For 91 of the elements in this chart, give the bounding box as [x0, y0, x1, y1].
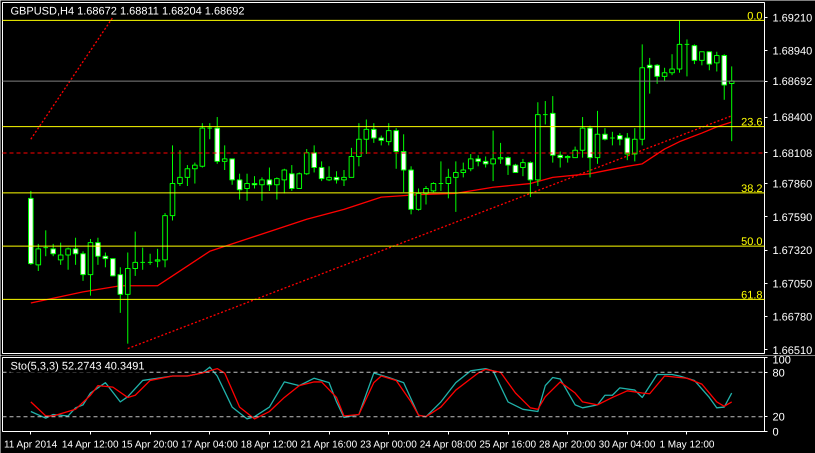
y-tick-label: 1.68940	[772, 46, 812, 58]
candlestick	[393, 128, 399, 170]
x-tick-label: 25 Apr 16:00	[479, 440, 537, 450]
candlestick	[669, 54, 675, 76]
annotation: 23.6	[741, 116, 763, 129]
x-tick-label: 28 Apr 20:00	[539, 440, 596, 450]
candlestick	[65, 247, 71, 270]
candlestick	[58, 242, 64, 266]
x-tick-label: 11 Apr 2014	[4, 440, 58, 450]
x-tick-label: 15 Apr 20:00	[121, 440, 179, 450]
candlestick	[102, 252, 108, 268]
candlestick	[348, 147, 354, 178]
x-tick-label: 14 Apr 12:00	[62, 440, 119, 450]
candlestick	[206, 122, 213, 140]
candlestick	[624, 132, 630, 161]
candlestick	[378, 135, 384, 146]
y-tick-label: 1.68692	[772, 76, 812, 88]
candlestick	[229, 158, 235, 186]
chart-title: GBPUSD,H4 1.68672 1.68811 1.68204 1.68692	[10, 6, 245, 18]
candlestick	[140, 247, 146, 270]
candlestick	[364, 119, 370, 154]
candlestick	[632, 128, 638, 162]
candlestick	[453, 160, 459, 212]
annotation: 38.2	[741, 182, 763, 195]
y-tick-label: 1.68108	[772, 148, 812, 160]
candlestick	[132, 231, 138, 276]
candlestick	[714, 51, 720, 72]
candlestick	[572, 146, 578, 158]
candlestick	[460, 162, 466, 178]
candlestick	[42, 230, 49, 257]
y-tick-label: 80	[772, 367, 785, 380]
candlestick	[610, 131, 616, 146]
candlestick	[154, 248, 160, 268]
candlestick	[110, 258, 116, 276]
annotation: 0.0	[747, 10, 763, 22]
candlestick	[386, 122, 392, 146]
candlestick	[311, 144, 317, 173]
candlestick	[356, 122, 362, 167]
y-tick-label: 1.67860	[772, 178, 812, 191]
candlestick	[370, 122, 377, 144]
y-tick-label: 1.66510	[772, 344, 812, 357]
y-tick-label: 0	[772, 426, 779, 438]
candlestick	[296, 172, 302, 189]
candlestick	[222, 144, 228, 170]
x-tick-label: 23 Apr 00:00	[360, 440, 418, 450]
annotation: 61.8	[741, 289, 763, 302]
candlestick	[542, 100, 548, 125]
x-tick-label: 17 Apr 04:00	[181, 440, 238, 450]
candlestick	[304, 148, 310, 176]
x-tick-label: 1 May 12:00	[659, 440, 715, 450]
chart-title: Sto(5,3,3) 52.2743 40.3491	[10, 360, 144, 372]
y-tick-label: 100	[772, 354, 791, 366]
candlestick	[699, 51, 705, 66]
candlestick	[482, 156, 488, 168]
candlestick	[468, 153, 474, 172]
candlestick	[50, 243, 56, 257]
candlestick	[288, 164, 295, 192]
candlestick	[117, 266, 124, 314]
candlestick	[192, 162, 198, 184]
candlestick	[692, 44, 698, 65]
candlestick	[35, 243, 42, 272]
annotation: 50.0	[741, 236, 763, 248]
candlestick	[318, 160, 324, 182]
x-tick-label: 24 Apr 08:00	[420, 440, 477, 450]
y-tick-label: 1.66780	[772, 312, 812, 324]
candlestick	[654, 64, 660, 84]
candlestick	[617, 132, 623, 146]
candlestick	[662, 67, 668, 82]
x-tick-label: 30 Apr 04:00	[598, 440, 656, 450]
candlestick	[147, 253, 153, 266]
candlestick	[446, 168, 452, 199]
y-tick-label: 20	[772, 412, 785, 424]
candlestick	[184, 164, 190, 187]
candlestick	[706, 51, 712, 71]
x-tick-label: 21 Apr 16:00	[300, 440, 358, 450]
candlestick	[684, 38, 690, 77]
y-tick-label: 1.67590	[772, 212, 812, 224]
y-tick-label: 1.69210	[772, 12, 812, 24]
y-tick-label: 1.67050	[772, 278, 812, 290]
candlestick	[274, 176, 280, 200]
candlestick	[177, 150, 183, 187]
y-tick-label: 1.68400	[772, 112, 812, 124]
candlestick	[438, 160, 444, 192]
candlestick	[475, 154, 481, 167]
candlestick	[282, 168, 288, 194]
candlestick	[557, 151, 564, 168]
y-tick-label: 1.67320	[772, 245, 812, 258]
candlestick	[528, 160, 534, 198]
candlestick	[646, 57, 652, 94]
x-tick-label: 18 Apr 12:00	[240, 440, 298, 450]
candlestick	[400, 134, 406, 193]
